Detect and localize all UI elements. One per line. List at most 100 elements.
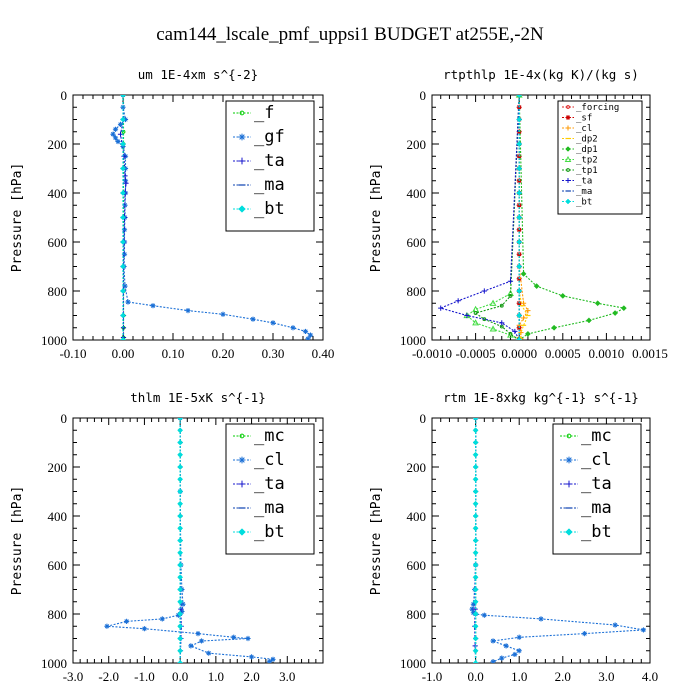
x-tick-label: 1.0 — [208, 669, 224, 684]
legend-label: _ta — [254, 151, 285, 171]
y-tick-label: 1000 — [41, 656, 67, 671]
legend-label: _forcing — [576, 103, 619, 113]
y-axis-label: Pressure [hPa] — [10, 486, 25, 596]
data-point — [499, 303, 504, 308]
x-tick-label: 0.20 — [212, 346, 235, 361]
data-point — [512, 328, 518, 335]
data-point — [270, 656, 276, 662]
data-point — [490, 659, 496, 663]
data-point — [538, 616, 544, 622]
chart-panel-1: um 1E-4xm s^{-2} -0.10 0.00 0.10 0.20 0.30 0.4… — [10, 67, 334, 361]
plot-area — [469, 418, 647, 663]
y-tick-label: 800 — [407, 607, 427, 622]
data-point — [489, 299, 497, 306]
data-point — [220, 311, 226, 317]
data-point — [177, 586, 184, 593]
x-tick-label: 0.00 — [112, 346, 135, 361]
legend-marker — [565, 146, 571, 152]
y-tick-label: 800 — [48, 284, 68, 299]
data-point — [123, 618, 130, 624]
data-point — [518, 330, 524, 336]
series-dp1 — [516, 95, 627, 340]
y-tick-label: 0 — [61, 88, 68, 103]
data-point — [551, 324, 558, 331]
data-point — [123, 180, 129, 186]
plot-area — [104, 418, 276, 663]
data-point — [525, 308, 531, 314]
legend-label: _sf — [576, 114, 592, 124]
data-point — [178, 606, 184, 612]
data-point — [472, 660, 479, 663]
x-tick-label: -0.10 — [59, 346, 86, 361]
data-point — [472, 562, 479, 568]
y-tick-label: 400 — [407, 509, 427, 524]
data-point — [150, 303, 156, 309]
data-point — [464, 312, 470, 319]
legend-label: _ta — [254, 474, 285, 494]
data-point — [470, 610, 477, 616]
data-point — [206, 650, 212, 656]
data-point — [490, 638, 496, 644]
data-point — [472, 598, 479, 605]
series-line — [518, 95, 529, 339]
data-point — [177, 427, 184, 434]
data-point — [177, 562, 184, 568]
series-ta — [438, 95, 522, 340]
legend-label: _ma — [254, 175, 285, 195]
y-tick-label: 600 — [48, 558, 68, 573]
data-point — [120, 312, 126, 319]
data-point — [245, 635, 251, 642]
data-point — [121, 153, 127, 159]
data-point — [516, 116, 523, 123]
data-point — [499, 655, 505, 661]
data-point — [302, 328, 309, 335]
x-tick-label: 0.0000 — [501, 346, 537, 361]
data-point — [177, 451, 184, 458]
legend-label: _cl — [254, 450, 285, 470]
data-point — [472, 305, 480, 312]
data-point — [472, 574, 479, 581]
plot-area — [110, 95, 314, 340]
data-point — [516, 634, 522, 640]
plot-area — [438, 95, 627, 340]
data-point — [177, 525, 184, 532]
data-point — [516, 165, 523, 172]
data-point — [516, 312, 523, 319]
legend-label: _dp1 — [576, 145, 598, 155]
legend-label: _bt — [576, 198, 592, 208]
data-point — [175, 612, 181, 618]
data-point — [472, 418, 479, 421]
y-tick-label: 600 — [407, 558, 427, 573]
data-point — [472, 439, 479, 446]
data-point — [472, 537, 479, 544]
data-point — [177, 418, 184, 421]
data-point — [481, 288, 487, 294]
legend-label: _ma — [576, 187, 592, 197]
x-tick-label: -3.0 — [63, 669, 84, 684]
data-point — [121, 251, 128, 257]
data-point — [120, 116, 126, 123]
y-tick-label: 200 — [407, 137, 427, 152]
data-point — [516, 190, 523, 196]
legend-label: _f — [254, 103, 274, 123]
data-point — [473, 311, 478, 315]
legend-label: _tp2 — [576, 156, 598, 166]
data-point — [177, 476, 184, 483]
data-point — [472, 513, 479, 519]
data-point — [472, 476, 479, 483]
legend-label: _ta — [581, 474, 612, 494]
data-point — [122, 202, 128, 208]
data-point — [177, 500, 184, 507]
data-point — [524, 330, 531, 337]
y-tick-label: 200 — [48, 137, 68, 152]
x-tick-label: 0.30 — [262, 346, 285, 361]
data-point — [177, 537, 184, 544]
legend-marker — [565, 198, 571, 205]
data-point — [112, 135, 119, 141]
y-axis-label: Pressure [hPa] — [10, 163, 25, 273]
legend-label: _dp2 — [576, 135, 598, 145]
chart-title: um 1E-4xm s^{-2} — [138, 67, 258, 82]
data-point — [125, 299, 131, 305]
data-point — [177, 647, 184, 654]
